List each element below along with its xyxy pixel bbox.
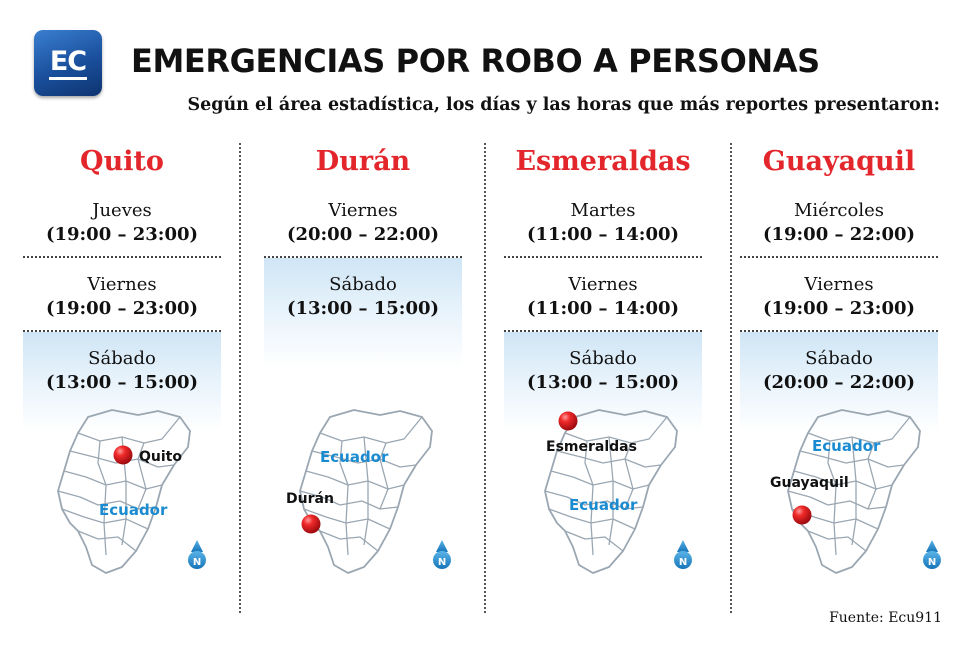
compass-label: N	[679, 557, 687, 568]
column-esmeraldas: Esmeraldas Martes (11:00 – 14:00) Vierne…	[504, 140, 702, 432]
time-slot: Viernes (19:00 – 23:00)	[23, 258, 221, 332]
slot-hours: (13:00 – 15:00)	[526, 372, 680, 393]
map-city-label: Guayaquil	[770, 475, 849, 491]
city-title: Esmeraldas	[515, 146, 691, 177]
slot-hours: (11:00 – 14:00)	[526, 224, 680, 245]
city-title: Guayaquil	[762, 146, 916, 177]
compass-icon: N	[923, 540, 941, 569]
logo-text: EC	[48, 46, 87, 80]
slot-hours: (13:00 – 15:00)	[45, 372, 199, 393]
slot-day: Sábado	[88, 348, 156, 369]
compass-label: N	[928, 557, 936, 568]
column-guayaquil: Guayaquil Miércoles (19:00 – 22:00) Vier…	[740, 140, 938, 432]
time-slot-highlight: Sábado (13:00 – 15:00)	[23, 332, 221, 432]
slot-day: Viernes	[328, 200, 398, 221]
source-credit: Fuente: Ecu911	[829, 610, 942, 626]
column-divider	[239, 143, 241, 613]
map-city-label: Durán	[286, 491, 334, 507]
slot-hours: (19:00 – 22:00)	[762, 224, 916, 245]
location-marker	[558, 411, 578, 431]
ec-logo: EC	[34, 30, 102, 96]
slot-day: Viernes	[804, 274, 874, 295]
column-divider	[730, 143, 732, 613]
map-country-label: Ecuador	[320, 448, 389, 466]
time-slot: Viernes (19:00 – 23:00)	[740, 258, 938, 332]
ecuador-map	[299, 409, 433, 574]
city-title: Quito	[80, 146, 164, 177]
map-city-label: Esmeraldas	[546, 439, 637, 455]
slot-day: Sábado	[805, 348, 873, 369]
map-duran	[282, 405, 480, 585]
slot-hours: (20:00 – 22:00)	[286, 224, 440, 245]
map-country-label: Ecuador	[812, 437, 881, 455]
ecuador-map	[787, 409, 921, 574]
map-city-label: Quito	[139, 449, 182, 465]
compass-label: N	[438, 557, 446, 568]
map-country-label: Ecuador	[99, 501, 168, 519]
slot-day: Sábado	[569, 348, 637, 369]
page-subtitle: Según el área estadística, los días y la…	[187, 95, 940, 115]
slot-hours: (11:00 – 14:00)	[526, 298, 680, 319]
compass-icon: N	[188, 540, 206, 569]
slot-day: Miércoles	[793, 200, 884, 221]
slot-hours: (19:00 – 23:00)	[762, 298, 916, 319]
column-divider	[484, 143, 486, 613]
time-slot-highlight: Sábado (13:00 – 15:00)	[264, 258, 462, 368]
slot-hours: (19:00 – 23:00)	[45, 224, 199, 245]
ecuador-outline	[299, 409, 433, 574]
slot-day: Viernes	[87, 274, 157, 295]
ecuador-map	[544, 409, 678, 574]
time-slot-highlight: Sábado (13:00 – 15:00)	[504, 332, 702, 432]
slot-hours: (13:00 – 15:00)	[286, 298, 440, 319]
map-esmeraldas	[527, 405, 725, 585]
compass-icon: N	[433, 540, 451, 569]
location-marker	[792, 505, 812, 525]
compass-icon: N	[674, 540, 692, 569]
location-marker	[113, 445, 133, 465]
time-slot: Miércoles (19:00 – 22:00)	[740, 184, 938, 258]
location-marker	[301, 514, 321, 534]
slot-day: Viernes	[568, 274, 638, 295]
slot-hours: (19:00 – 23:00)	[45, 298, 199, 319]
time-slot: Martes (11:00 – 14:00)	[504, 184, 702, 258]
compass-label: N	[193, 557, 201, 568]
slot-day: Sábado	[329, 274, 397, 295]
time-slot: Jueves (19:00 – 23:00)	[23, 184, 221, 258]
map-guayaquil	[770, 405, 968, 585]
slot-day: Martes	[570, 200, 636, 221]
page-title: EMERGENCIAS POR ROBO A PERSONAS	[131, 42, 820, 80]
slot-hours: (20:00 – 22:00)	[762, 372, 916, 393]
slot-day: Jueves	[92, 200, 152, 221]
city-title: Durán	[315, 146, 411, 177]
column-quito: Quito Jueves (19:00 – 23:00) Viernes (19…	[23, 140, 221, 432]
ecuador-outline	[787, 409, 921, 574]
column-duran: Durán Viernes (20:00 – 22:00) Sábado (13…	[264, 140, 462, 368]
time-slot: Viernes (11:00 – 14:00)	[504, 258, 702, 332]
map-country-label: Ecuador	[569, 496, 638, 514]
time-slot: Viernes (20:00 – 22:00)	[264, 184, 462, 258]
ecuador-outline	[544, 409, 678, 574]
